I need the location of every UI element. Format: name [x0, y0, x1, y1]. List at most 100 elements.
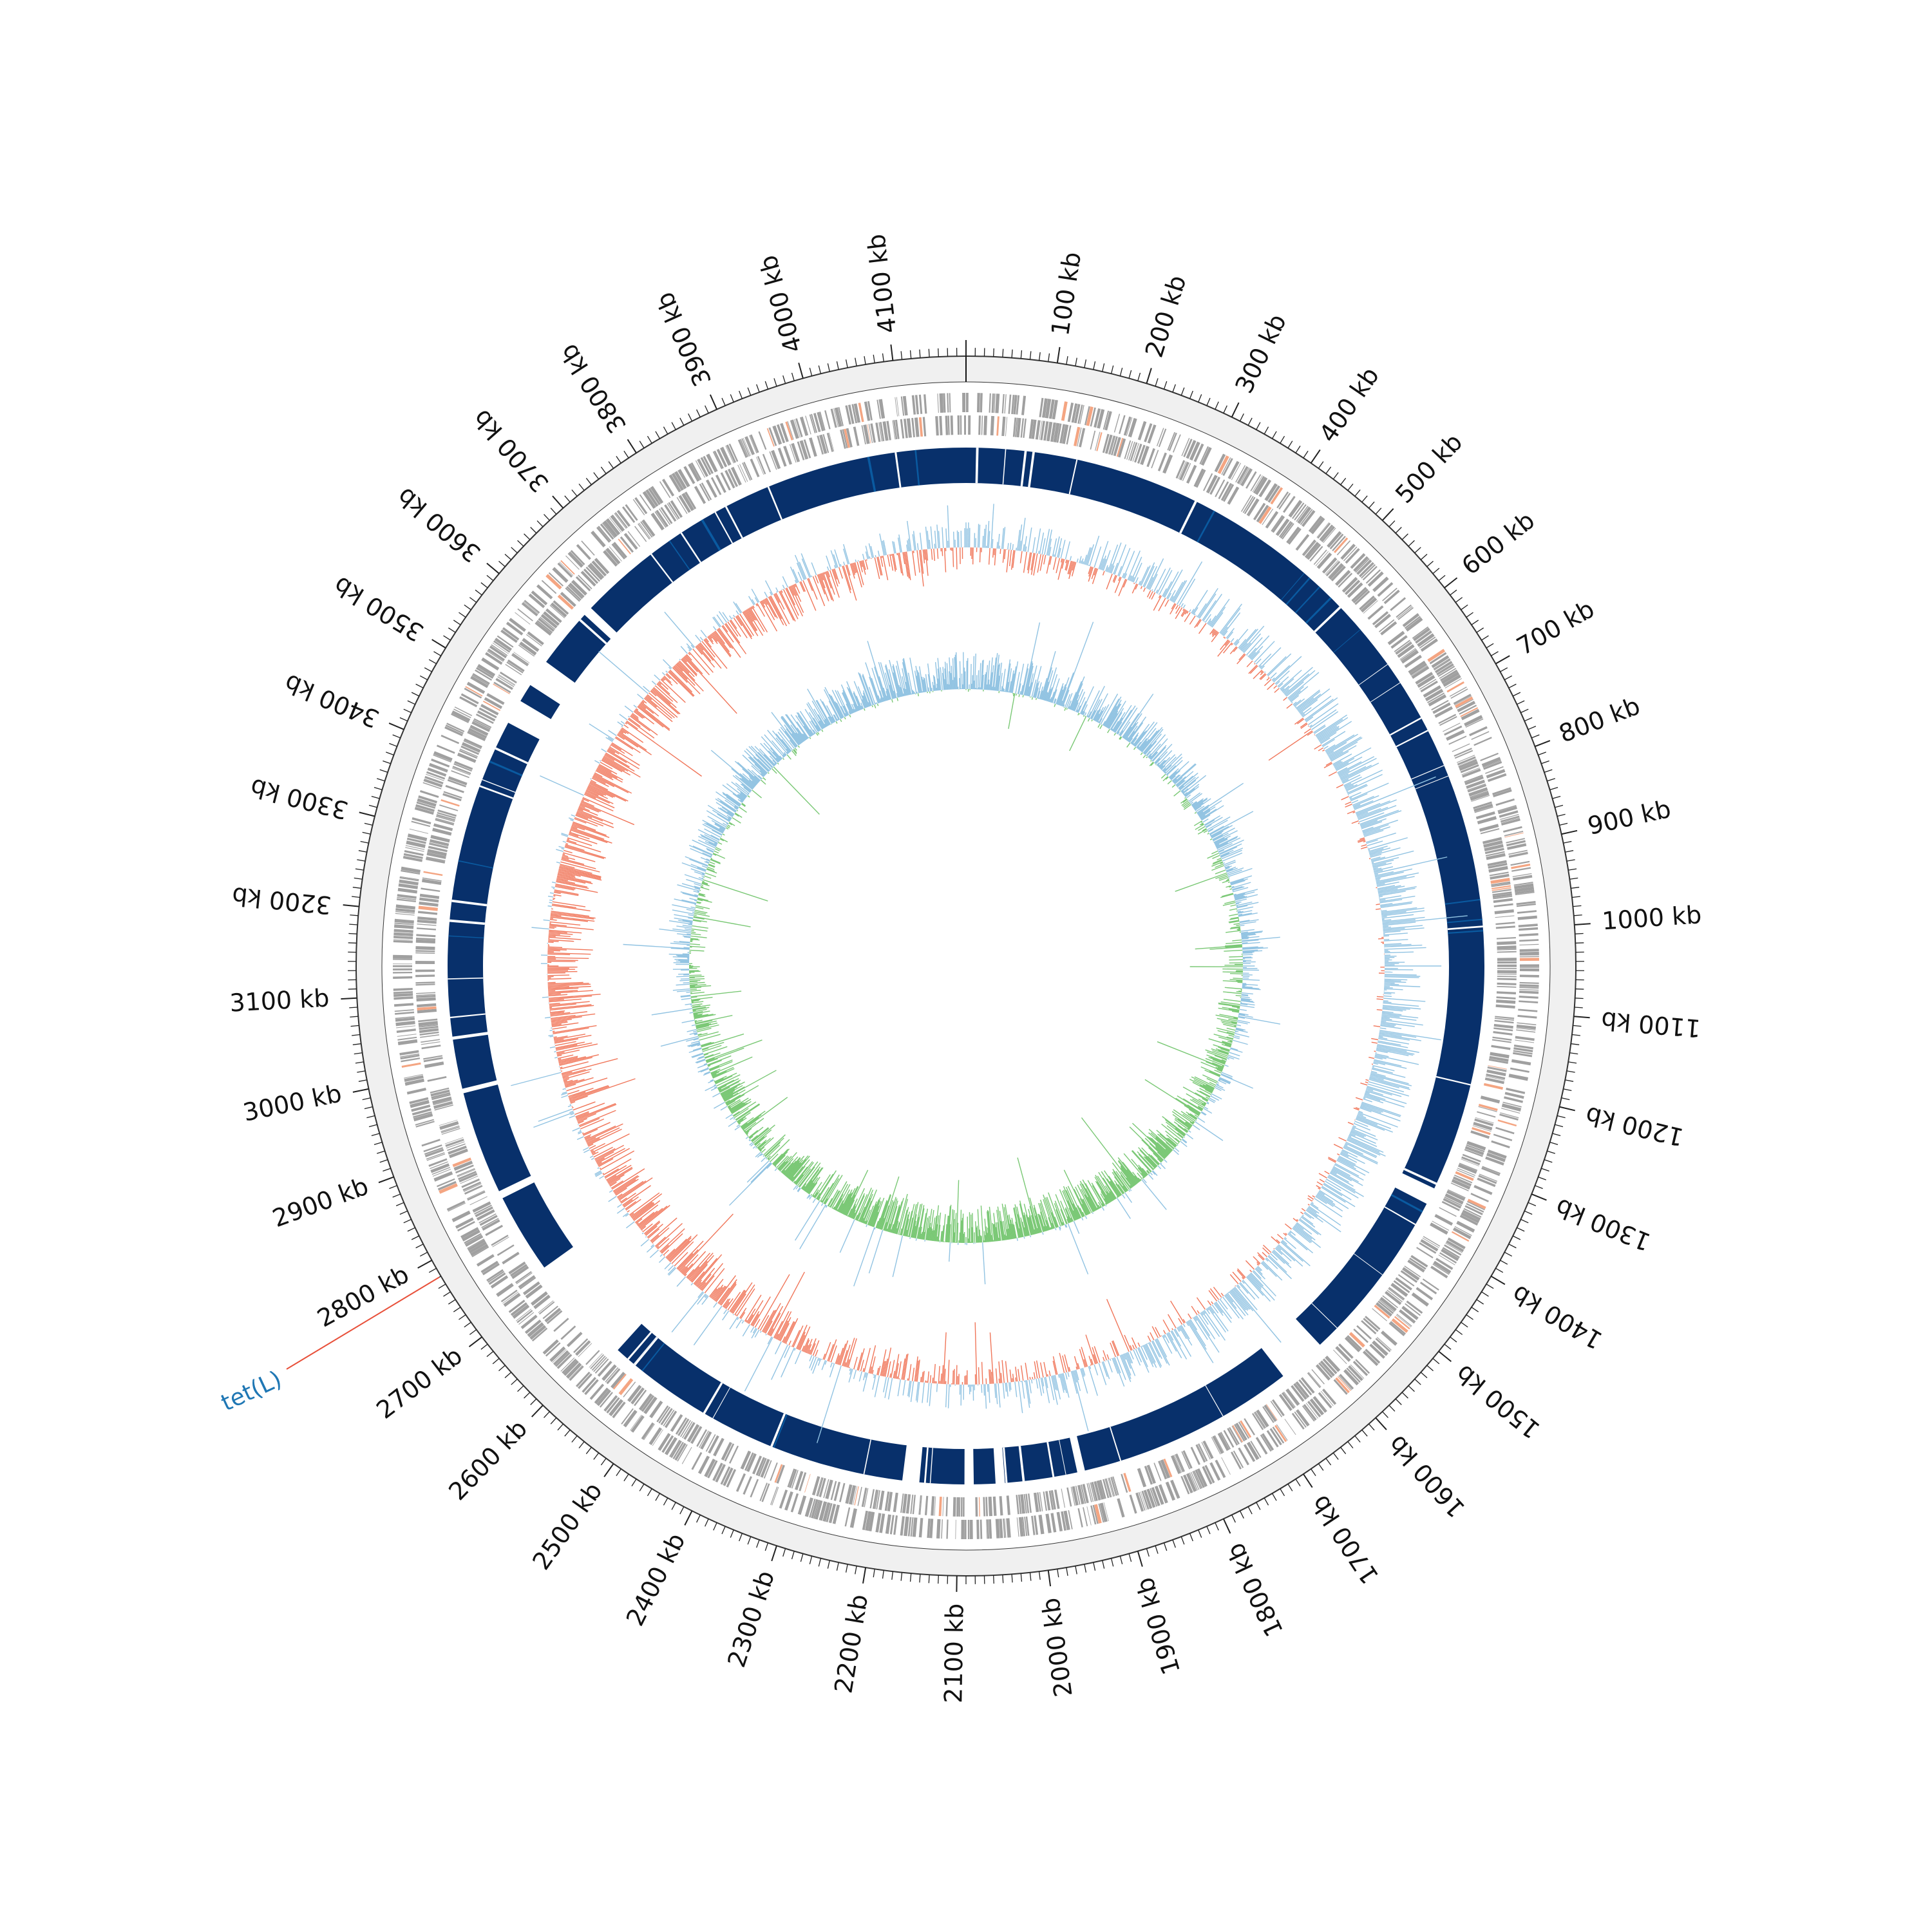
gc-content-bar: [752, 1296, 771, 1327]
gene-feature: [1023, 1493, 1027, 1513]
gc-content-bar: [579, 1117, 600, 1128]
gene-feature: [1457, 701, 1476, 713]
gc-skew-bar: [1209, 946, 1243, 950]
gc-content-bar: [553, 1025, 597, 1034]
minor-tick: [671, 1502, 676, 1510]
gc-content-bar: [748, 607, 757, 621]
gene-feature: [394, 1009, 414, 1012]
gc-content-bar: [564, 1080, 568, 1083]
gc-content-bar: [1356, 799, 1397, 816]
gc-skew-bar: [1182, 788, 1189, 794]
gc-content-bar: [983, 528, 985, 548]
gene-feature: [1393, 1280, 1410, 1293]
gc-content-bar: [642, 699, 647, 704]
gene-feature: [1242, 496, 1254, 513]
gene-feature: [875, 1513, 882, 1533]
blast-hit: [1296, 1188, 1427, 1345]
gc-content-bar: [1338, 1155, 1356, 1165]
gene-feature: [955, 1519, 956, 1539]
gc-skew-bar: [1242, 947, 1268, 950]
gene-feature: [420, 1034, 440, 1038]
gene-feature: [470, 1244, 489, 1256]
gc-content-bar: [1141, 1346, 1148, 1360]
gene-feature: [416, 997, 436, 1002]
gc-content-bar: [1094, 546, 1102, 568]
blast-hit: [591, 448, 966, 633]
gc-content-bar: [1023, 551, 1028, 573]
gene-feature: [1464, 1146, 1484, 1155]
gene-feature: [415, 981, 435, 984]
gc-content-bar: [1034, 1361, 1038, 1379]
gc-skew-bar: [1194, 798, 1211, 810]
gene-feature: [393, 924, 414, 929]
gc-content-bar: [637, 706, 664, 728]
gene-feature: [1439, 715, 1457, 726]
gc-skew-bar: [1097, 723, 1101, 728]
gc-content-bar: [1180, 1325, 1190, 1340]
gene-feature: [1266, 1404, 1278, 1421]
gc-skew-bar: [1036, 682, 1042, 699]
gc-content-bar: [1009, 542, 1012, 550]
gc-content-bar: [861, 560, 866, 575]
gc-skew-bar: [1229, 875, 1253, 884]
gc-skew-bar: [1229, 920, 1240, 923]
gene-feature-track: [392, 393, 1540, 1540]
gc-skew-bar: [1229, 913, 1238, 916]
gc-content-bar: [1146, 565, 1158, 589]
gene-feature: [446, 1200, 466, 1211]
gene-feature: [1239, 467, 1250, 485]
major-tick: [1310, 449, 1321, 464]
gene-feature: [520, 1314, 538, 1329]
gc-content-bar: [688, 649, 691, 652]
gc-skew-bar: [1217, 857, 1222, 861]
gene-feature: [1430, 1265, 1448, 1278]
gc-skew-bar: [1231, 882, 1251, 889]
minor-tick: [1520, 708, 1529, 714]
gene-feature: [621, 1408, 634, 1425]
gc-content-bar: [1171, 1328, 1173, 1331]
gene-feature: [910, 1517, 914, 1537]
minor-tick: [1239, 413, 1244, 422]
gc-content-bar: [1287, 672, 1320, 699]
gene-feature: [467, 730, 486, 741]
minor-tick: [1517, 1227, 1525, 1232]
gc-content-bar: [1316, 1193, 1343, 1212]
gc-content-bar: [952, 547, 954, 567]
gc-content-bar: [640, 702, 654, 714]
minor-tick: [1382, 1411, 1388, 1418]
gene-feature: [430, 1163, 450, 1173]
gene-feature: [1146, 1464, 1156, 1484]
gc-content-bar: [1344, 1144, 1364, 1155]
gc-content-bar: [802, 1338, 810, 1352]
gene-feature: [1284, 1419, 1296, 1435]
gene-feature: [492, 1236, 509, 1247]
minor-tick: [349, 923, 358, 925]
gene-feature: [892, 420, 896, 440]
gc-content-bar: [1240, 1282, 1256, 1300]
minor-tick: [730, 394, 734, 402]
gc-content-bar: [666, 1238, 687, 1259]
gc-content-bar: [596, 769, 612, 779]
gene-feature: [432, 1096, 452, 1104]
gc-content-bar: [1255, 1268, 1265, 1280]
gc-content-bar: [793, 584, 802, 602]
minor-tick: [864, 355, 866, 365]
gc-content-bar: [569, 1104, 571, 1106]
gc-skew-bar: [1162, 776, 1168, 782]
gene-feature: [460, 1175, 478, 1184]
gc-content-bar: [1363, 828, 1381, 835]
gc-content-bar: [994, 548, 997, 565]
gene-feature: [1485, 1156, 1504, 1166]
minor-tick: [688, 413, 693, 422]
gene-feature: [1475, 1117, 1494, 1124]
gc-content-bar: [1280, 1241, 1303, 1262]
gc-content-bar: [1377, 885, 1396, 889]
gc-content-bar: [998, 533, 1000, 549]
gc-content-bar: [1009, 1382, 1010, 1392]
gc-skew-bar: [1196, 804, 1209, 813]
gc-skew-bar: [999, 672, 1003, 692]
gene-feature: [949, 393, 951, 413]
gc-skew-bar: [1202, 819, 1209, 823]
gc-content-bar: [1276, 1245, 1282, 1251]
gc-content-bar: [693, 1305, 723, 1346]
